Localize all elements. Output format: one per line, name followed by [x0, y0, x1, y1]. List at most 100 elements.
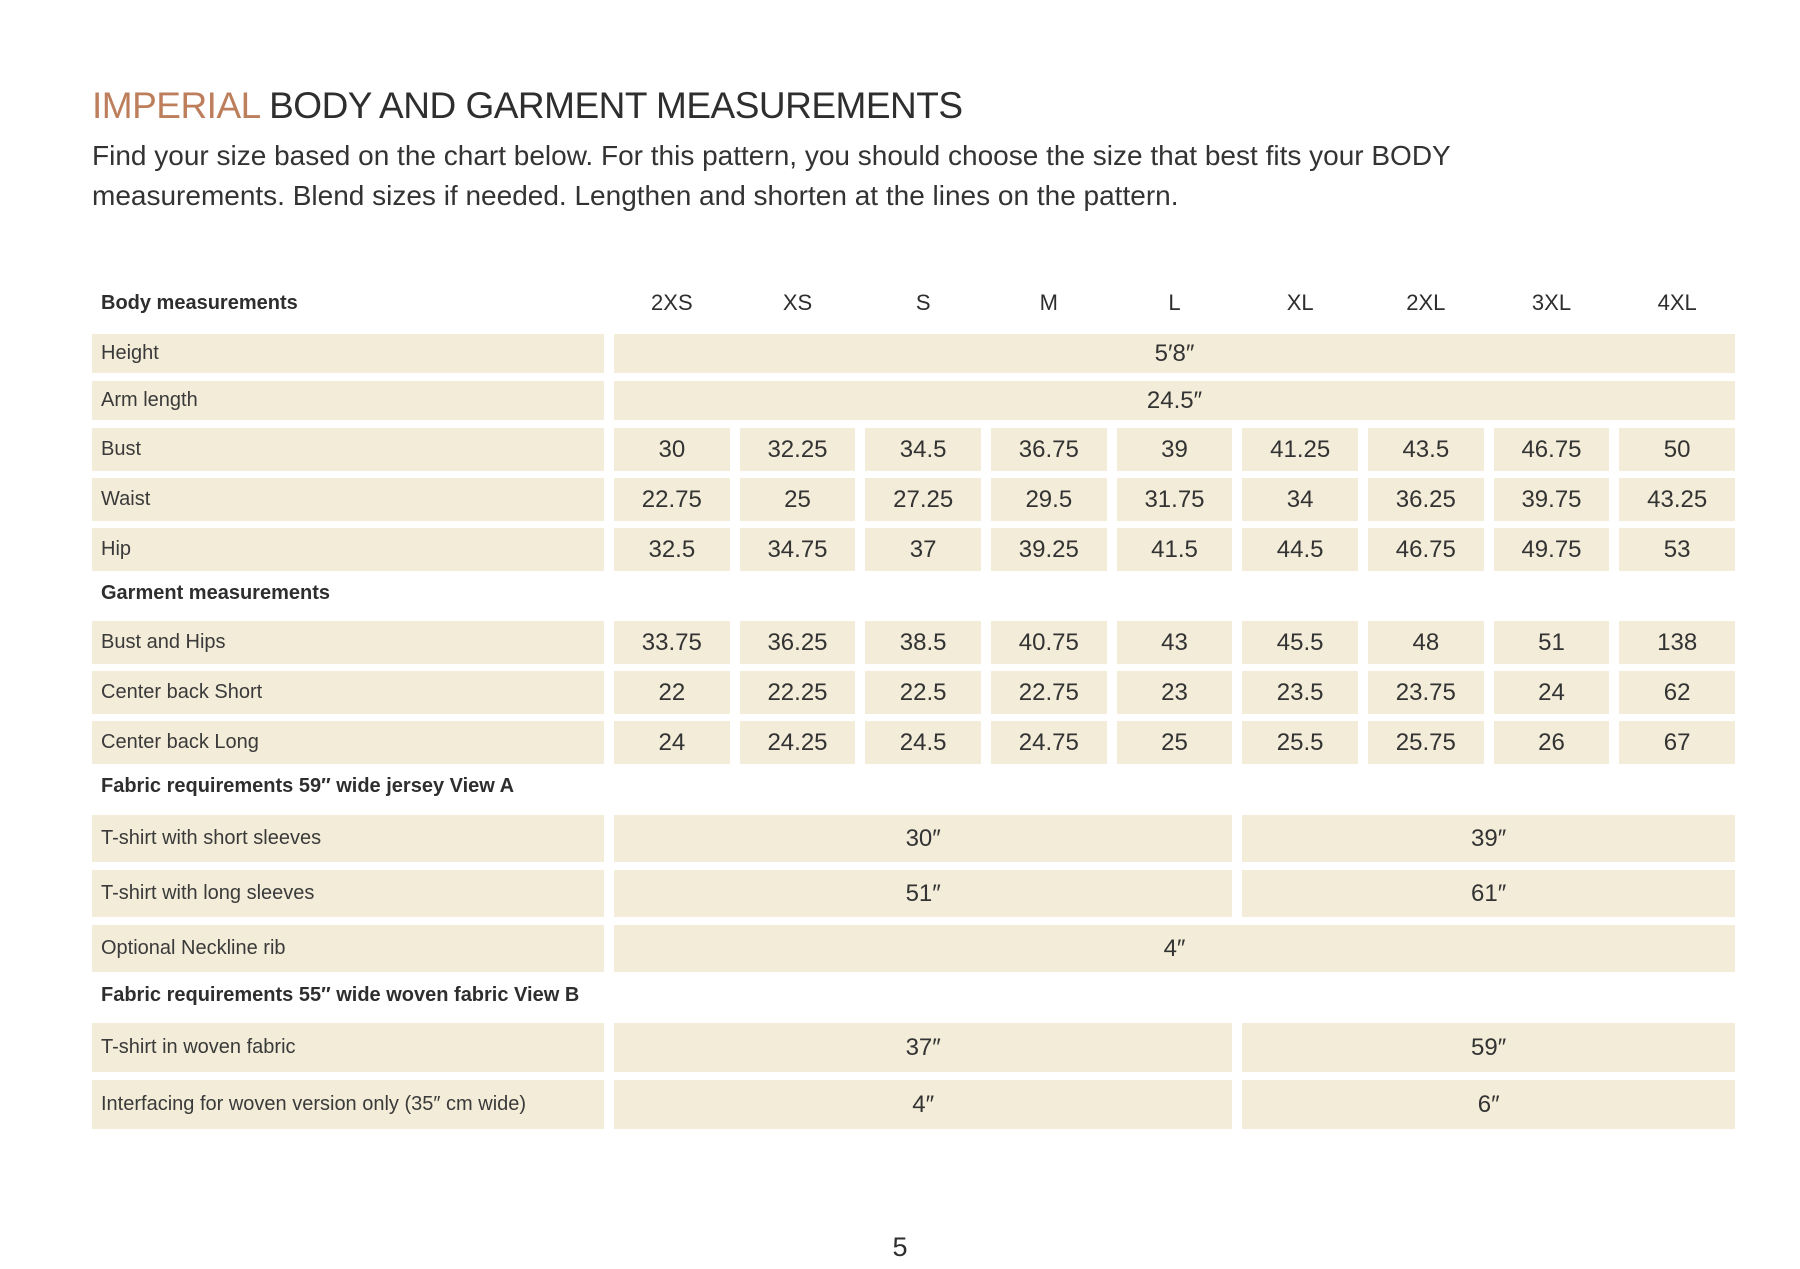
- measurement-cell: 43.5: [1367, 428, 1484, 471]
- measurement-cell: 41.5: [1116, 528, 1233, 571]
- page-number: 5: [892, 1232, 908, 1262]
- merged-value-cell-left: 51″: [614, 870, 1233, 917]
- measurement-cell: 23.75: [1367, 671, 1484, 714]
- size-column-header-xs: XS: [782, 290, 813, 315]
- measurement-cell: 36.25: [1367, 478, 1484, 521]
- merged-value-cell-right: 61″: [1242, 870, 1735, 917]
- table-row-bust: Bust 30 32.25 34.5 36.75 39 41.25 43.5 4…: [92, 428, 1735, 471]
- size-column-header-3xl: 3XL: [1531, 290, 1572, 315]
- merged-value-cell-right: 59″: [1242, 1023, 1735, 1072]
- measurement-cell: 24.25: [739, 721, 856, 764]
- measurement-cell: 39.25: [990, 528, 1107, 571]
- row-label: Waist: [92, 478, 604, 521]
- measurement-cell: 46.75: [1367, 528, 1484, 571]
- row-label: Height: [92, 334, 604, 373]
- measurement-cell: 43: [1116, 621, 1233, 664]
- merged-value-cell-left: 30″: [614, 815, 1233, 862]
- measurement-cell: 33.75: [614, 621, 730, 664]
- measurement-cell: 36.75: [990, 428, 1107, 471]
- measurement-cell: 32.5: [614, 528, 730, 571]
- table-row-height: Height 5′8″: [92, 334, 1735, 373]
- page-title: IMPERIAL BODY AND GARMENT MEASUREMENTS: [92, 84, 1735, 128]
- measurement-cell: 44.5: [1242, 528, 1358, 571]
- measurement-cell: 50: [1619, 428, 1735, 471]
- merged-value-cell-left: 37″: [614, 1023, 1233, 1072]
- measurement-cell: 48: [1367, 621, 1484, 664]
- measurement-cell: 36.25: [739, 621, 856, 664]
- measurement-cell: 32.25: [739, 428, 856, 471]
- measurement-cell: 22: [614, 671, 730, 714]
- measurement-cell: 39.75: [1493, 478, 1610, 521]
- row-label: Center back Short: [92, 671, 604, 714]
- table-row-tshirt-long-sleeves: T-shirt with long sleeves 51″ 61″: [92, 870, 1735, 917]
- table-row-tshirt-short-sleeves: T-shirt with short sleeves 30″ 39″: [92, 815, 1735, 862]
- measurement-cell: 25.5: [1242, 721, 1358, 764]
- table-row-center-back-short: Center back Short 22 22.25 22.5 22.75 23…: [92, 671, 1735, 714]
- measurement-cell: 22.75: [990, 671, 1107, 714]
- table-row-waist: Waist 22.75 25 27.25 29.5 31.75 34 36.25…: [92, 478, 1735, 521]
- row-label: Arm length: [92, 381, 604, 420]
- intro-paragraph: Find your size based on the chart below.…: [92, 136, 1735, 216]
- measurement-cell: 27.25: [865, 478, 981, 521]
- size-column-header-s: S: [915, 290, 931, 315]
- size-column-header-l: L: [1168, 290, 1181, 315]
- measurement-cell: 51: [1493, 621, 1610, 664]
- measurement-cell: 67: [1619, 721, 1735, 764]
- size-header-row: Body measurements 2XS XS S M L XL 2XL 3X…: [92, 288, 1735, 318]
- merged-value-cell-right: 39″: [1242, 815, 1735, 862]
- measurement-cell: 22.75: [614, 478, 730, 521]
- measurement-cell: 29.5: [990, 478, 1107, 521]
- measurement-cell: 34: [1242, 478, 1358, 521]
- row-label: T-shirt with short sleeves: [92, 815, 604, 862]
- section-header-garment-measurements: Garment measurements: [101, 581, 330, 604]
- measurement-cell: 38.5: [865, 621, 981, 664]
- title-accent: IMPERIAL: [92, 85, 260, 126]
- table-row-bust-and-hips: Bust and Hips 33.75 36.25 38.5 40.75 43 …: [92, 621, 1735, 664]
- measurement-cell: 24: [1493, 671, 1610, 714]
- merged-value-cell-right: 6″: [1242, 1080, 1735, 1129]
- measurement-cell: 23.5: [1242, 671, 1358, 714]
- column-header-body-measurements: Body measurements: [101, 291, 298, 314]
- measurement-cell: 43.25: [1619, 478, 1735, 521]
- size-column-header-xl: XL: [1286, 290, 1314, 315]
- size-column-header-2xl: 2XL: [1406, 290, 1446, 315]
- table-row-center-back-long: Center back Long 24 24.25 24.5 24.75 25 …: [92, 721, 1735, 764]
- table-row-hip: Hip 32.5 34.75 37 39.25 41.5 44.5 46.75 …: [92, 528, 1735, 571]
- measurement-cell: 40.75: [990, 621, 1107, 664]
- measurement-cell: 22.25: [739, 671, 856, 714]
- measurement-cell: 45.5: [1242, 621, 1358, 664]
- measurement-cell: 25.75: [1367, 721, 1484, 764]
- intro-line-2: measurements. Blend sizes if needed. Len…: [92, 180, 1179, 211]
- measurement-cell: 22.5: [865, 671, 981, 714]
- merged-value-cell: 5′8″: [614, 334, 1735, 373]
- measurement-cell: 24.5: [865, 721, 981, 764]
- measurement-cell: 53: [1619, 528, 1735, 571]
- measurement-cell: 49.75: [1493, 528, 1610, 571]
- measurement-cell: 25: [739, 478, 856, 521]
- row-label: Center back Long: [92, 721, 604, 764]
- title-text: BODY AND GARMENT MEASUREMENTS: [259, 85, 963, 126]
- table-row-interfacing: Interfacing for woven version only (35″ …: [92, 1080, 1735, 1129]
- row-label: T-shirt in woven fabric: [92, 1023, 604, 1072]
- row-label: Hip: [92, 528, 604, 571]
- merged-value-cell-left: 4″: [614, 1080, 1233, 1129]
- measurement-cell: 25: [1116, 721, 1233, 764]
- table-row-optional-neckline-rib: Optional Neckline rib 4″: [92, 925, 1735, 972]
- measurement-cell: 26: [1493, 721, 1610, 764]
- row-label: Bust and Hips: [92, 621, 604, 664]
- measurement-cell: 34.75: [739, 528, 856, 571]
- row-label: Bust: [92, 428, 604, 471]
- row-label: T-shirt with long sleeves: [92, 870, 604, 917]
- measurement-cell: 138: [1619, 621, 1735, 664]
- measurement-cell: 37: [865, 528, 981, 571]
- measurement-cell: 30: [614, 428, 730, 471]
- merged-value-cell: 24.5″: [614, 381, 1735, 420]
- measurement-cell: 23: [1116, 671, 1233, 714]
- merged-value-cell: 4″: [614, 925, 1735, 972]
- section-header-fabric-woven: Fabric requirements 55″ wide woven fabri…: [101, 983, 580, 1006]
- section-header-fabric-jersey: Fabric requirements 59″ wide jersey View…: [101, 774, 515, 797]
- intro-line-1: Find your size based on the chart below.…: [92, 140, 1451, 171]
- size-column-header-2xs: 2XS: [651, 290, 693, 315]
- measurement-cell: 34.5: [865, 428, 981, 471]
